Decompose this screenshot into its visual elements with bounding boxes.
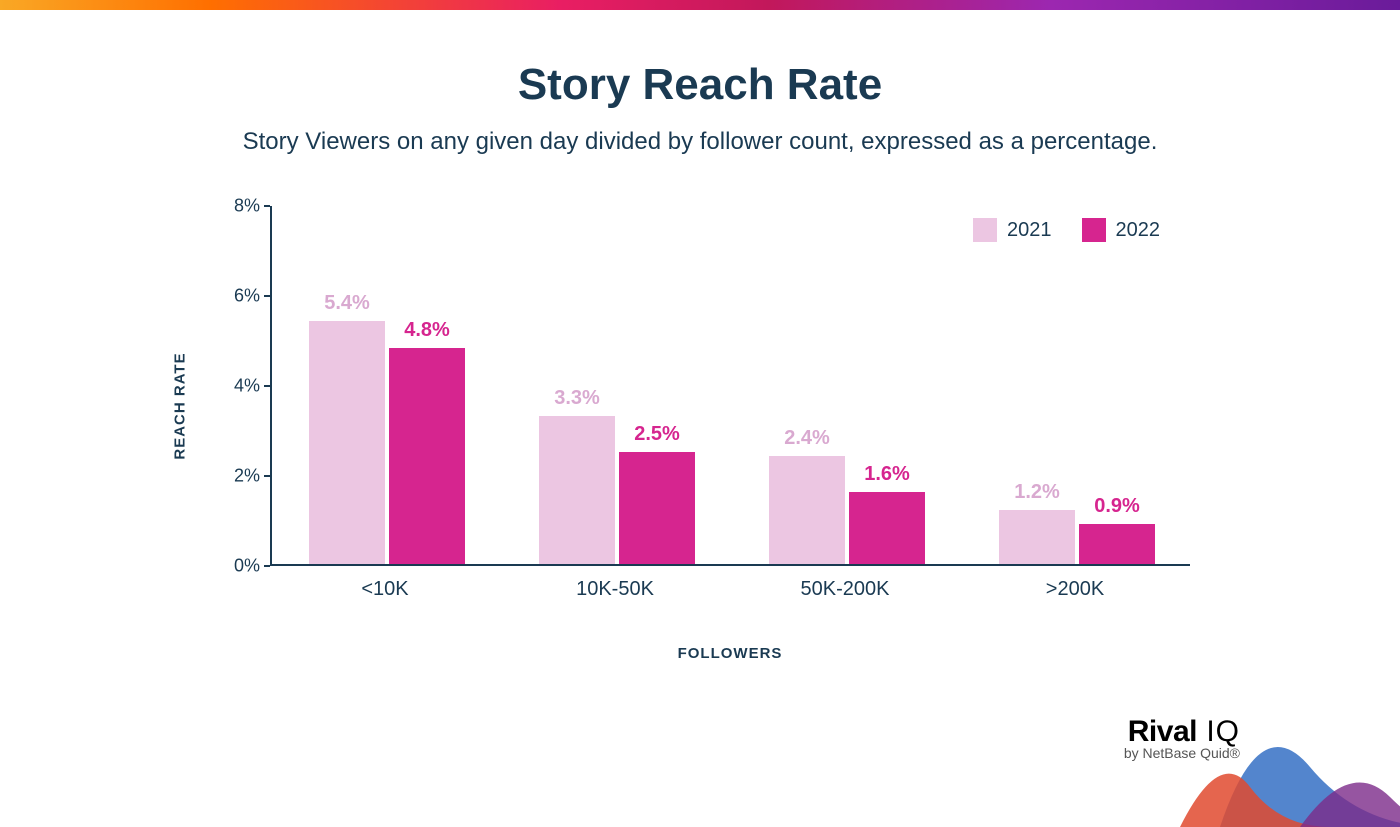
y-tick-label: 2%	[234, 466, 260, 487]
legend-item-2021: 2021	[973, 218, 1052, 242]
legend-item-2022: 2022	[1082, 218, 1161, 242]
bar: 5.4%	[309, 321, 385, 564]
y-tick-label: 8%	[234, 196, 260, 217]
bar: 1.2%	[999, 510, 1075, 564]
legend-swatch	[973, 218, 997, 242]
bar: 4.8%	[389, 348, 465, 564]
x-tick-label: 50K-200K	[801, 578, 890, 601]
bar: 2.4%	[769, 456, 845, 564]
x-axis-label: FOLLOWERS	[678, 645, 783, 662]
bar-value-label: 2.4%	[784, 427, 830, 450]
bar-value-label: 5.4%	[324, 292, 370, 315]
bar: 0.9%	[1079, 524, 1155, 565]
legend: 2021 2022	[973, 218, 1160, 242]
y-tick-label: 6%	[234, 286, 260, 307]
bar-value-label: 3.3%	[554, 387, 600, 410]
x-tick-label: 10K-50K	[576, 578, 654, 601]
bar-value-label: 1.6%	[864, 463, 910, 486]
y-tick-label: 0%	[234, 556, 260, 577]
chart-subtitle: Story Viewers on any given day divided b…	[120, 128, 1280, 156]
bar-value-label: 0.9%	[1094, 495, 1140, 518]
brand-logo: Rival IQ by NetBase Quid®	[1124, 715, 1240, 761]
legend-label: 2022	[1116, 219, 1161, 242]
x-axis-ticks: FOLLOWERS <10K10K-50K50K-200K>200K	[270, 566, 1190, 616]
y-tick-label: 4%	[234, 376, 260, 397]
x-tick-label: <10K	[361, 578, 408, 601]
legend-swatch	[1082, 218, 1106, 242]
bar: 3.3%	[539, 416, 615, 565]
main-content: Story Reach Rate Story Viewers on any gi…	[0, 10, 1400, 616]
x-tick-label: >200K	[1046, 578, 1104, 601]
plot-area: 2021 2022 5.4%4.8%3.3%2.5%2.4%1.6%1.2%0.…	[270, 206, 1190, 566]
bar-value-label: 1.2%	[1014, 481, 1060, 504]
chart-title: Story Reach Rate	[120, 60, 1280, 110]
bar-value-label: 2.5%	[634, 423, 680, 446]
bar: 1.6%	[849, 492, 925, 564]
chart: REACH RATE 0%2%4%6%8% 2021 2022 5.4%4.8%…	[190, 196, 1210, 616]
y-axis-ticks: 0%2%4%6%8%	[190, 206, 270, 566]
legend-label: 2021	[1007, 219, 1052, 242]
logo-subtext: by NetBase Quid®	[1124, 745, 1240, 761]
logo-text-rival: Rival	[1128, 715, 1197, 748]
y-axis-label: REACH RATE	[172, 352, 189, 459]
bar: 2.5%	[619, 452, 695, 565]
bar-value-label: 4.8%	[404, 319, 450, 342]
top-gradient-bar	[0, 0, 1400, 10]
logo-text-iq: IQ	[1197, 715, 1240, 748]
